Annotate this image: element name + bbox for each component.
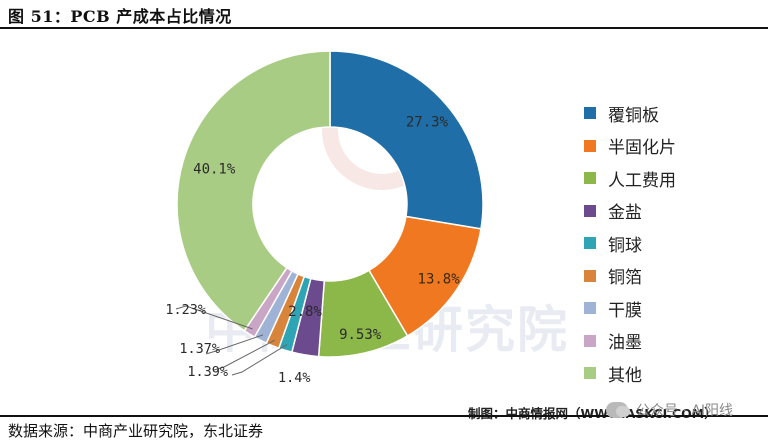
slice-value-label: 1.23%	[165, 302, 206, 318]
legend-item: 金盐	[584, 195, 754, 228]
legend-label: 人工费用	[608, 170, 676, 191]
slice-value-label: 13.8%	[418, 272, 461, 288]
legend-item: 油墨	[584, 325, 754, 358]
figure-title: 图 51：PCB 产成本占比情况	[8, 7, 232, 26]
legend-label: 铜球	[608, 235, 642, 256]
data-source: 数据来源：中商产业研究院，东北证券	[8, 422, 264, 440]
legend-swatch	[584, 107, 596, 120]
leader-line	[213, 339, 275, 371]
legend-item: 半固化片	[584, 130, 754, 163]
legend-swatch	[584, 204, 596, 217]
legend-item: 干膜	[584, 292, 754, 325]
legend-label: 铜箔	[608, 268, 642, 289]
legend-label: 覆铜板	[608, 105, 659, 126]
donut-chart: 27.3% 13.8% 9.53% 2.8% 1.4% 1.39% 1.37% 1.23% 40…	[165, 50, 484, 386]
legend-item: 铜球	[584, 227, 754, 260]
watermark-text: 公众号 · AI阳线	[636, 403, 734, 419]
wechat-icon	[606, 402, 630, 418]
legend-label: 油墨	[608, 333, 642, 354]
legend-swatch	[584, 334, 596, 347]
legend-swatch	[584, 367, 596, 380]
slice-value-label: 1.4%	[278, 370, 311, 386]
legend-label: 金盐	[608, 203, 642, 224]
legend-swatch	[584, 302, 596, 315]
legend-item: 人工费用	[584, 162, 754, 195]
chart-credit: 制图：中商情报网（WWW.ASKCI.COM）	[468, 406, 717, 421]
legend-swatch	[584, 172, 596, 185]
chart-legend: 覆铜板半固化片人工费用金盐铜球铜箔干膜油墨其他	[584, 97, 754, 390]
wechat-watermark: 公众号 · AI阳线	[606, 400, 733, 420]
leader-line	[205, 334, 264, 355]
donut-slice-9	[176, 50, 331, 332]
top-rule	[0, 27, 768, 29]
slice-value-label: 2.8%	[288, 304, 322, 320]
slice-value-label: 1.37%	[179, 341, 220, 357]
chart-area: 中商产业研究院 27.3%13.8%9.53%2.8%1.4%1.39%1.37…	[10, 35, 762, 421]
leader-line	[175, 305, 253, 330]
legend-label: 其他	[608, 365, 642, 386]
slice-value-label: 27.3%	[406, 115, 449, 131]
legend-label: 干膜	[608, 300, 642, 321]
leader-line	[231, 344, 288, 376]
legend-item: 覆铜板	[584, 97, 754, 130]
legend-item: 其他	[584, 357, 754, 390]
donut-slice-1	[329, 50, 484, 230]
legend-swatch	[584, 269, 596, 282]
slice-value-label: 40.1%	[193, 162, 236, 178]
legend-swatch	[584, 237, 596, 250]
slice-value-label: 9.53%	[339, 327, 382, 343]
legend-swatch	[584, 139, 596, 152]
legend-label: 半固化片	[608, 138, 676, 159]
slice-value-label: 1.39%	[187, 364, 228, 380]
bottom-rule	[0, 415, 768, 417]
legend-item: 铜箔	[584, 260, 754, 293]
